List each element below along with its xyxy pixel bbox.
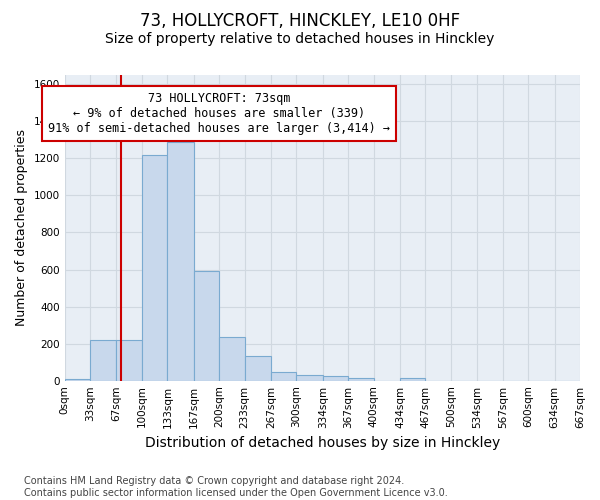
- Bar: [271, 372, 296, 380]
- Bar: [142, 154, 167, 380]
- Text: Contains HM Land Registry data © Crown copyright and database right 2024.
Contai: Contains HM Land Registry data © Crown c…: [24, 476, 448, 498]
- Bar: [65, 379, 90, 380]
- Bar: [400, 378, 425, 380]
- Text: 73 HOLLYCROFT: 73sqm
← 9% of detached houses are smaller (339)
91% of semi-detac: 73 HOLLYCROFT: 73sqm ← 9% of detached ho…: [48, 92, 390, 134]
- Bar: [296, 375, 323, 380]
- Bar: [167, 142, 194, 380]
- Bar: [245, 356, 271, 380]
- X-axis label: Distribution of detached houses by size in Hinckley: Distribution of detached houses by size …: [145, 436, 500, 450]
- Text: Size of property relative to detached houses in Hinckley: Size of property relative to detached ho…: [106, 32, 494, 46]
- Y-axis label: Number of detached properties: Number of detached properties: [15, 130, 28, 326]
- Bar: [348, 378, 374, 380]
- Bar: [194, 272, 219, 380]
- Bar: [90, 340, 116, 380]
- Bar: [323, 376, 348, 380]
- Bar: [116, 340, 142, 380]
- Bar: [219, 337, 245, 380]
- Text: 73, HOLLYCROFT, HINCKLEY, LE10 0HF: 73, HOLLYCROFT, HINCKLEY, LE10 0HF: [140, 12, 460, 30]
